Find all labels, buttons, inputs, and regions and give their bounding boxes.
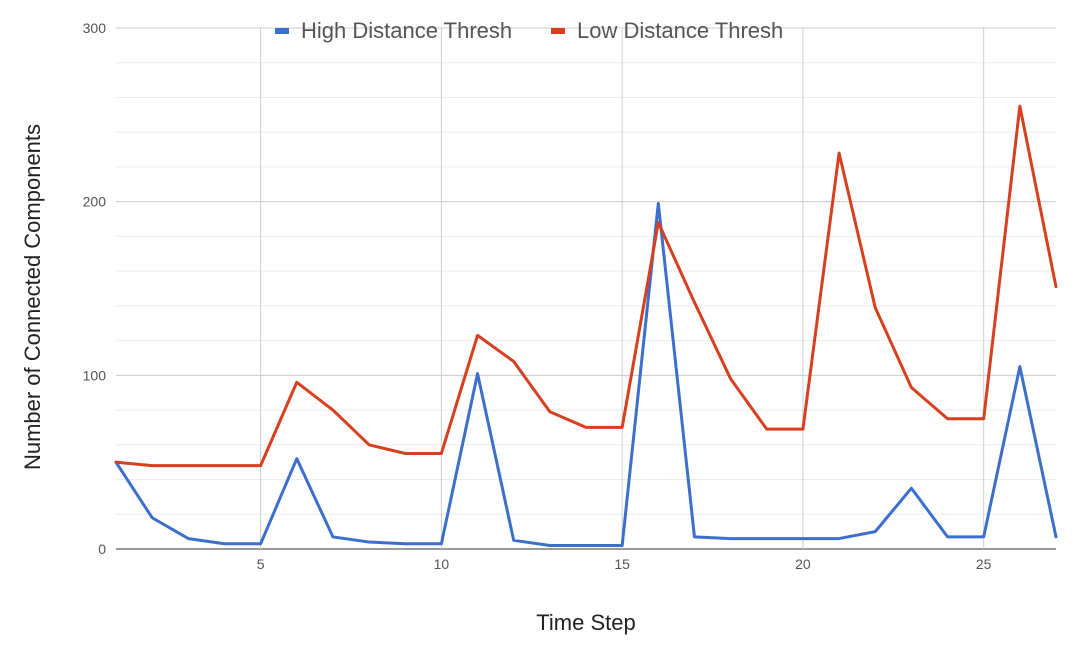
grid xyxy=(116,27,1056,550)
legend-swatch xyxy=(551,28,565,34)
y-tick-label: 200 xyxy=(83,194,107,210)
x-tick-label: 5 xyxy=(257,556,265,572)
legend-item: High Distance Thresh xyxy=(275,18,512,43)
legend-label: Low Distance Thresh xyxy=(577,18,783,43)
x-tick-label: 25 xyxy=(976,556,992,572)
x-tick-label: 15 xyxy=(614,556,630,572)
x-tick-label: 10 xyxy=(434,556,450,572)
tick-labels: 0 100 200 300 5 10 15 20 25 xyxy=(83,20,992,572)
y-tick-label: 300 xyxy=(83,20,107,36)
y-tick-label: 100 xyxy=(83,367,107,383)
legend-swatch xyxy=(275,28,289,34)
x-axis-title: Time Step xyxy=(536,610,635,635)
legend-label: High Distance Thresh xyxy=(301,18,512,43)
y-tick-label: 0 xyxy=(98,541,106,557)
legend-item: Low Distance Thresh xyxy=(551,18,783,43)
x-tick-label: 20 xyxy=(795,556,811,572)
legend: High Distance Thresh Low Distance Thresh xyxy=(275,18,783,43)
y-axis-title: Number of Connected Components xyxy=(20,124,45,470)
series-line-high-distance-thresh xyxy=(114,201,1058,548)
series-line-low-distance-thresh xyxy=(114,104,1058,468)
series-lines xyxy=(114,104,1058,548)
